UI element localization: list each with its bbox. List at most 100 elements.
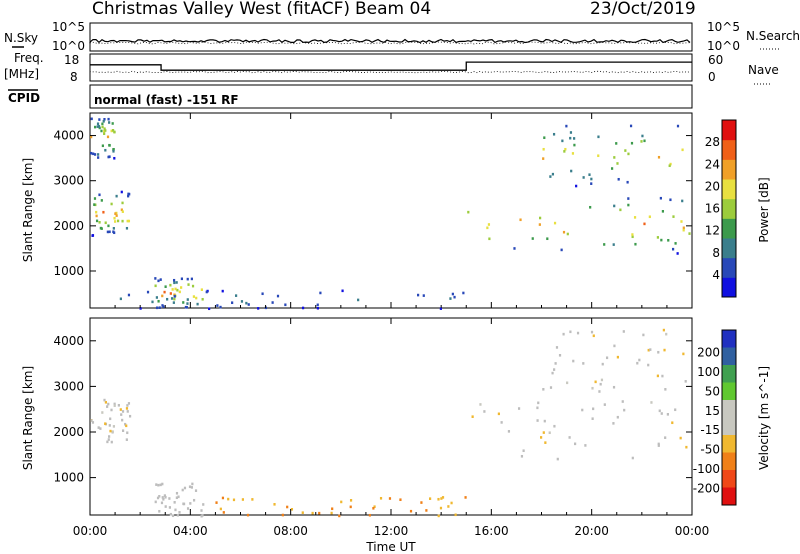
power-echo-cell xyxy=(681,199,684,203)
velocity-echo-cell xyxy=(590,330,594,334)
power-echo-cell xyxy=(158,306,161,309)
power-echo-cell xyxy=(96,122,100,126)
power-echo-cell xyxy=(98,220,101,224)
power-echo-cell xyxy=(192,295,196,298)
power-colorbar-swatch xyxy=(722,198,736,219)
velocity-echo-cell xyxy=(106,440,109,444)
power-echo-cell xyxy=(121,219,124,223)
power-colorbar-swatch xyxy=(722,277,736,298)
power-echo-cell xyxy=(588,173,591,176)
power-echo-cell xyxy=(551,172,555,176)
velocity-echo-cell xyxy=(657,350,660,354)
velocity-echo-cell xyxy=(542,388,545,391)
power-echo-cell xyxy=(186,302,189,305)
power-echo-cell xyxy=(643,222,646,226)
power-colorbar-swatch xyxy=(722,238,736,259)
velocity-echo-cell xyxy=(543,419,546,423)
power-echo-cell xyxy=(187,283,190,286)
velocity-echo-cell xyxy=(601,362,604,366)
power-echo-cell xyxy=(174,287,177,291)
power-echo-cell xyxy=(112,149,115,153)
velocity-echo-cell xyxy=(191,482,194,486)
power-echo-cell xyxy=(95,219,99,223)
power-colorbar-swatch xyxy=(722,218,736,239)
velocity-echo-cell xyxy=(576,331,580,335)
power-echo-cell xyxy=(97,125,101,128)
power-echo-cell xyxy=(201,297,204,301)
power-echo-cell xyxy=(114,220,117,223)
power-echo-cell xyxy=(171,288,174,291)
power-echo-cell xyxy=(127,293,131,297)
velocity-echo-cell xyxy=(664,388,667,391)
power-echo-cell xyxy=(139,307,142,310)
power-echo-cell xyxy=(169,292,172,295)
power-echo-cell xyxy=(127,219,131,223)
power-echo-cell xyxy=(573,137,576,140)
velocity-echo-cell xyxy=(665,332,668,336)
power-echo-cell xyxy=(173,281,176,285)
power-echo-cell xyxy=(161,294,164,298)
velocity-echo-cell xyxy=(181,488,184,492)
power-echo-cell xyxy=(90,117,93,121)
power-echo-cell xyxy=(589,205,592,209)
power-echo-cell xyxy=(453,295,456,299)
power-echo-cell xyxy=(157,279,160,283)
power-echo-cell xyxy=(462,291,465,295)
freq-panel-frame xyxy=(89,53,693,82)
velocity-echo-cell xyxy=(439,506,443,510)
velocity-echo-cell xyxy=(221,496,225,500)
velocity-echo-cell xyxy=(368,513,371,517)
power-echo-cell xyxy=(169,283,172,287)
velocity-echo-cell xyxy=(450,501,453,505)
x-tick-label: 08:00 xyxy=(273,524,308,538)
power-echo-cell xyxy=(319,291,322,295)
power-echo-cell xyxy=(91,234,95,237)
power-echo-cell xyxy=(648,215,651,219)
noise-series xyxy=(89,38,691,45)
power-echo-cell xyxy=(190,277,193,281)
velocity-echo-cell xyxy=(125,438,128,441)
x-tick-label: 00:00 xyxy=(675,524,710,538)
velocity-echo-cell xyxy=(605,356,609,360)
velocity-echo-cell xyxy=(251,498,254,501)
velocity-echo-cell xyxy=(194,489,198,492)
velocity-echo-cell xyxy=(158,494,161,498)
velocity-colorbar-swatch xyxy=(722,452,736,471)
power-echo-cell xyxy=(107,117,110,121)
power-echo-cell xyxy=(216,304,219,307)
nsky-line xyxy=(89,38,691,44)
power-echo-cell xyxy=(566,232,569,236)
power-echo-cell xyxy=(103,127,106,131)
y-tick-label: 1000 xyxy=(53,264,84,278)
power-echo-cell xyxy=(195,296,198,300)
power-echo-cell xyxy=(451,292,454,296)
velocity-colorbar-tick: -50 xyxy=(700,443,720,457)
velocity-echo-cell xyxy=(600,378,604,382)
power-colorbar-swatch xyxy=(722,179,736,200)
velocity-echo-cell xyxy=(290,508,294,511)
velocity-colorbar-tick: 50 xyxy=(705,384,720,398)
power-colorbar-tick: 12 xyxy=(705,224,720,238)
velocity-colorbar-tick: 100 xyxy=(697,365,720,379)
power-colorbar-tick: 20 xyxy=(705,179,720,193)
power-echo-cell xyxy=(103,117,106,121)
power-echo-cell xyxy=(669,162,672,166)
power-echo-cell xyxy=(643,139,646,143)
power-echo-cell xyxy=(682,228,685,232)
velocity-echo-cell xyxy=(537,401,540,405)
velocity-echo-cell xyxy=(110,408,113,412)
nave-line xyxy=(89,70,691,74)
power-echo-cell xyxy=(99,226,102,230)
velocity-echo-cell xyxy=(168,497,171,500)
power-echo-cell xyxy=(146,290,150,294)
power-echo-cell xyxy=(610,167,614,170)
velocity-colorbar-swatch xyxy=(722,330,736,348)
power-echo-cell xyxy=(565,124,568,128)
power-echo-cell xyxy=(316,306,319,310)
power-echo-cell xyxy=(563,150,566,153)
power-colorbar-label: Power [dB] xyxy=(757,177,771,242)
power-echo-cell xyxy=(112,227,115,230)
power-echo-cell xyxy=(416,293,420,297)
velocity-echo-cell xyxy=(113,402,116,406)
velocity-colorbar-frame xyxy=(721,329,737,506)
